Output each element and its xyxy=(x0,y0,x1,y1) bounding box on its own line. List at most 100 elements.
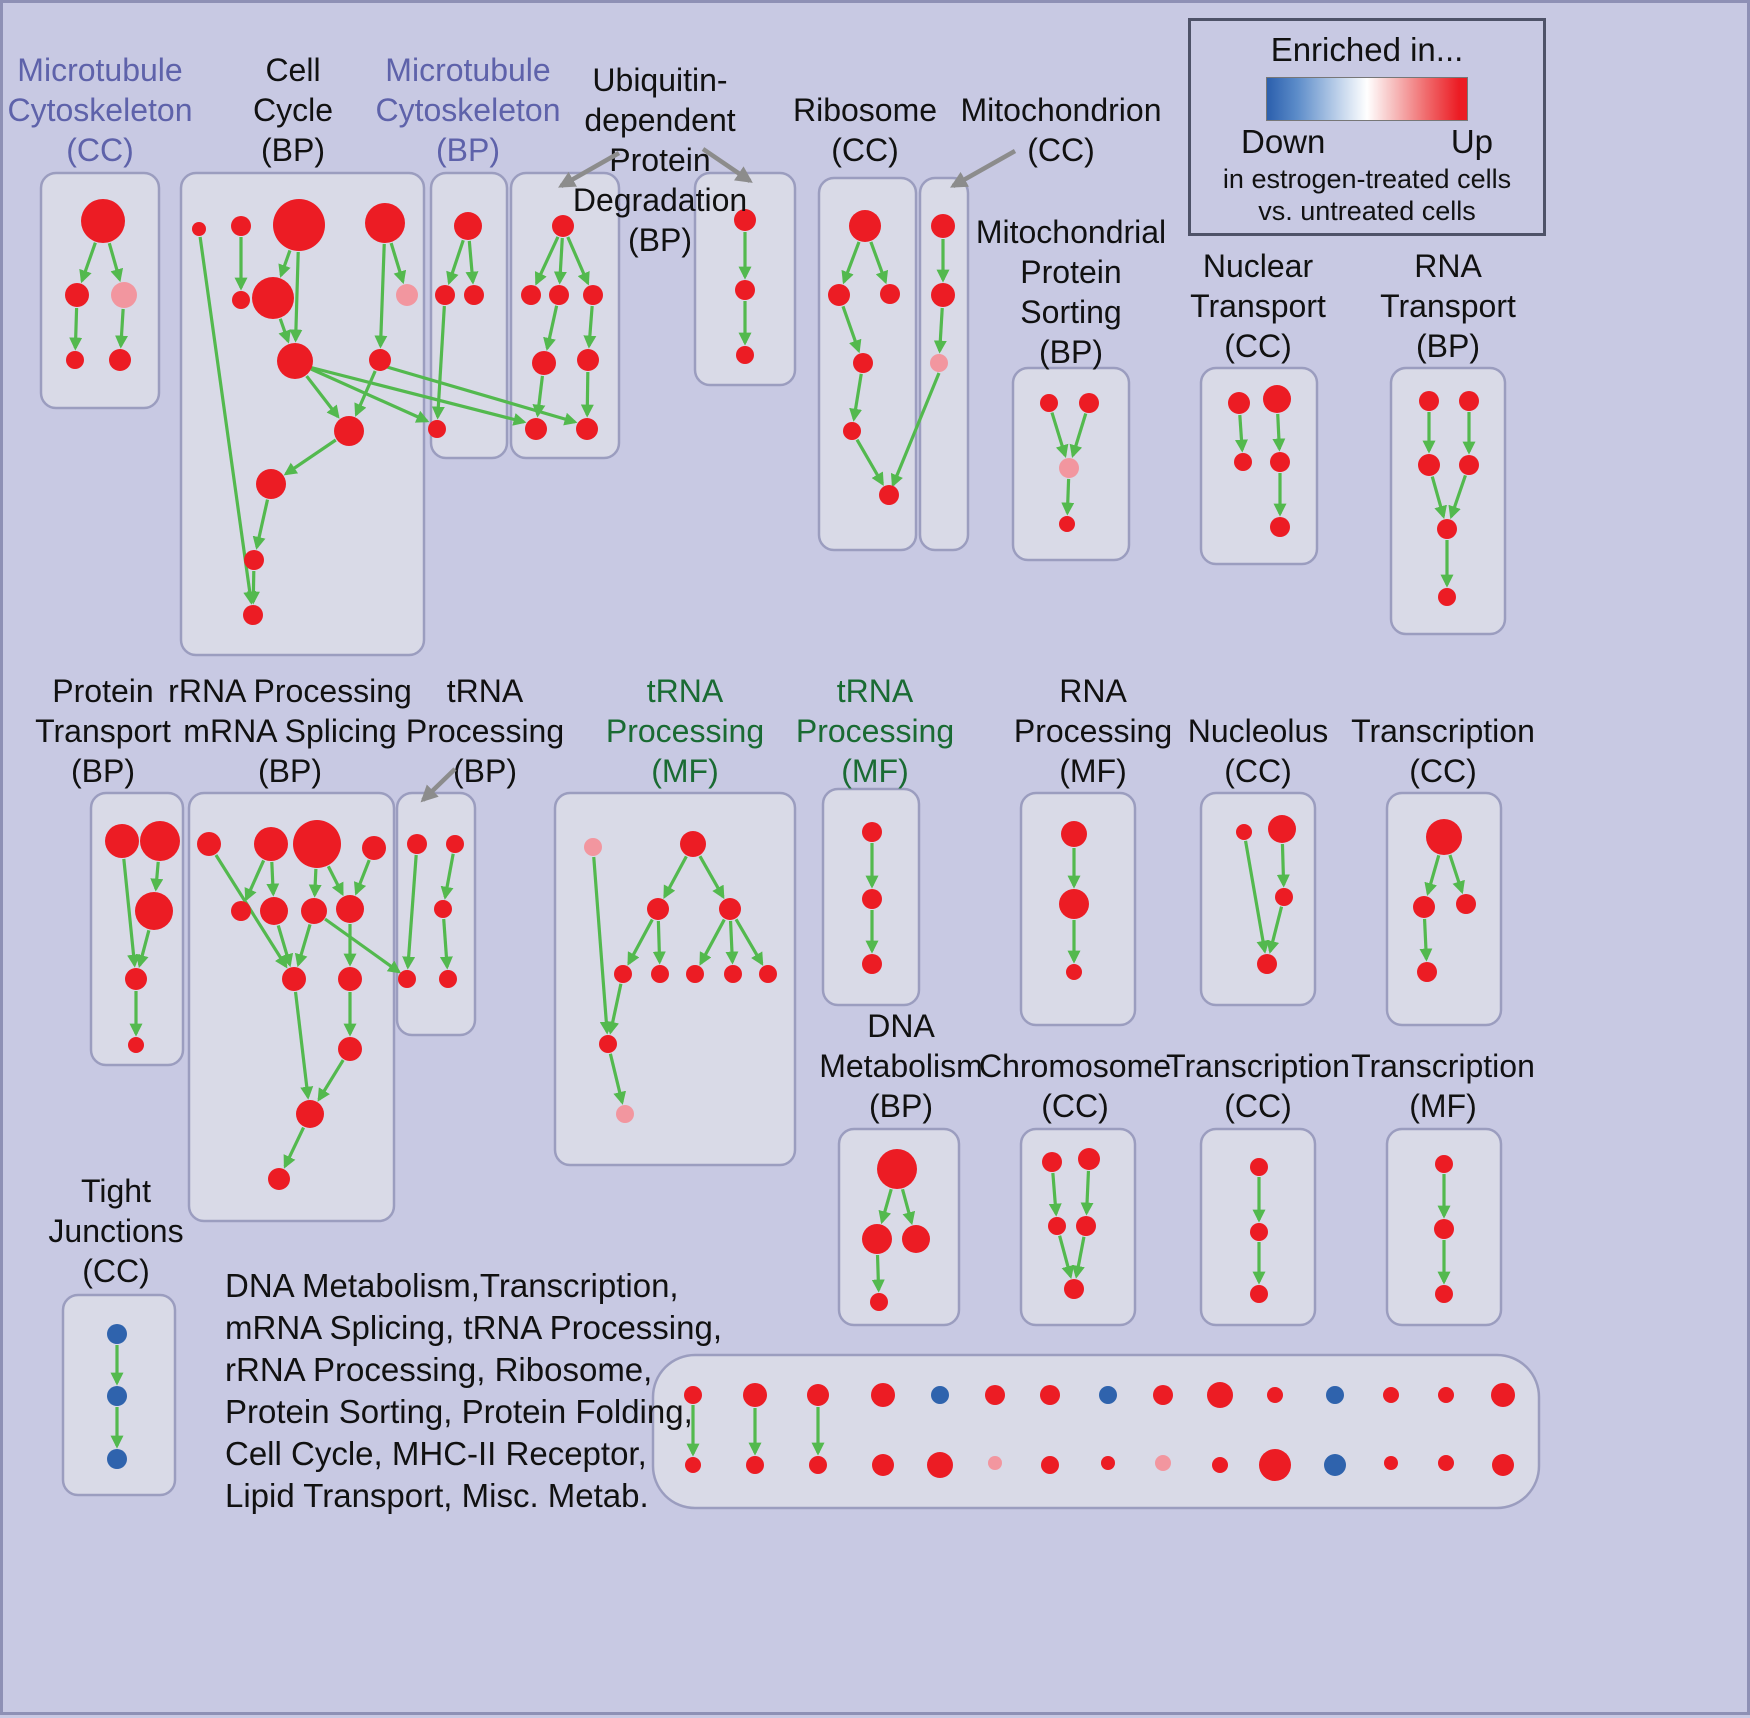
node-rna-processing-mf-0 xyxy=(1061,821,1087,847)
node-ribosome-cc-0 xyxy=(849,210,881,242)
edge-trna-bp xyxy=(440,853,455,900)
label-protein-transport-bp: Protein Transport (BP) xyxy=(35,673,171,789)
label-tight-junctions-cc: Tight Junctions (CC) xyxy=(48,1173,183,1289)
cluster-transcription-cc-mid xyxy=(1413,819,1476,982)
node-trna-mf-1-2 xyxy=(647,898,669,920)
node-misc-bottom-7 xyxy=(1099,1386,1117,1404)
node-ubiquitin-bp-2-1 xyxy=(735,280,755,300)
node-cell-cycle-bp-2 xyxy=(273,199,325,251)
cluster-box-transcription-cc-mid xyxy=(1385,791,1503,1027)
node-misc-bottom-27 xyxy=(1384,1456,1398,1470)
node-chromosome-cc-2 xyxy=(1048,1217,1066,1235)
node-transcription-cc-bot-2 xyxy=(1250,1285,1268,1303)
node-cell-cycle-bp-0 xyxy=(192,222,206,236)
node-trna-mf-1-8 xyxy=(759,965,777,983)
cluster-cell-cycle-bp xyxy=(192,199,418,625)
node-trna-bp-3 xyxy=(398,970,416,988)
node-mitochondrion-cc-2 xyxy=(930,354,948,372)
node-rna-transport-bp-2 xyxy=(1418,454,1440,476)
edge-ubiquitin-bp xyxy=(553,237,567,285)
edge-cell-cycle-bp xyxy=(246,570,260,605)
node-chromosome-cc-0 xyxy=(1042,1152,1062,1172)
node-nuclear-transport-cc-4 xyxy=(1270,517,1290,537)
cluster-ubiquitin-bp-2 xyxy=(734,209,756,364)
edge-microtubule-cc xyxy=(69,307,83,351)
cluster-mitochondrion-cc xyxy=(930,214,955,372)
node-misc-bottom-28 xyxy=(1438,1455,1454,1471)
node-cell-cycle-bp-10 xyxy=(256,469,286,499)
node-ubiquitin-bp-2-0 xyxy=(734,209,756,231)
node-ribosome-cc-1 xyxy=(828,284,850,306)
node-cell-cycle-bp-9 xyxy=(334,416,364,446)
node-rna-transport-bp-5 xyxy=(1438,588,1456,606)
edge-trna-mf-1 xyxy=(725,920,739,965)
node-trna-bp-0 xyxy=(407,834,427,854)
node-protein-transport-bp-1 xyxy=(140,821,180,861)
node-transcription-cc-mid-1 xyxy=(1413,896,1435,918)
edge-dna-metabolism-bp xyxy=(878,1188,893,1225)
edge-dna-metabolism-bp xyxy=(900,1188,916,1226)
node-misc-bottom-5 xyxy=(985,1385,1005,1405)
edge-ribosome-cc xyxy=(849,373,863,422)
cluster-tight-junctions-cc xyxy=(107,1324,127,1469)
edge-cell-cycle-bp xyxy=(354,370,377,417)
cross-edge-4 xyxy=(324,917,402,974)
node-dna-metabolism-bp-0 xyxy=(877,1149,917,1189)
node-rrna-mrna-bp-10 xyxy=(338,1037,362,1061)
node-ribosome-cc-3 xyxy=(853,353,873,373)
node-ubiquitin-bp-4 xyxy=(532,351,556,375)
label-microtubule-bp: Microtubule Cytoskeleton (BP) xyxy=(376,52,561,168)
label-trna-bp: tRNA Processing (BP) xyxy=(406,673,564,789)
edge-trna-mf-1 xyxy=(592,856,613,1035)
edge-nucleolus-cc xyxy=(1243,840,1270,954)
edge-rrna-mrna-bp xyxy=(308,868,322,898)
edge-rrna-mrna-bp xyxy=(283,1126,305,1169)
node-misc-bottom-8 xyxy=(1153,1385,1173,1405)
label-rna-processing-mf: RNA Processing (MF) xyxy=(1014,673,1172,789)
edge-cell-cycle-bp xyxy=(389,242,407,285)
node-protein-transport-bp-3 xyxy=(125,968,147,990)
node-microtubule-bp-3 xyxy=(428,420,446,438)
node-misc-bottom-11 xyxy=(1326,1386,1344,1404)
legend: Enriched in... Down Up in estrogen-treat… xyxy=(1188,18,1546,236)
node-ubiquitin-bp-7 xyxy=(576,418,598,440)
edge-cell-cycle-bp xyxy=(283,438,337,476)
label-rna-transport-bp: RNA Transport (BP) xyxy=(1380,248,1516,364)
edge-ubiquitin-bp xyxy=(583,305,597,349)
cluster-box-rna-transport-bp xyxy=(1389,366,1507,636)
node-microtubule-cc-0 xyxy=(81,199,125,243)
node-misc-bottom-4 xyxy=(931,1386,949,1404)
node-misc-bottom-17 xyxy=(809,1456,827,1474)
cluster-mito-sorting-bp xyxy=(1040,393,1099,532)
node-mito-sorting-bp-2 xyxy=(1059,458,1079,478)
node-rna-transport-bp-1 xyxy=(1459,391,1479,411)
node-cell-cycle-bp-5 xyxy=(252,277,294,319)
node-rrna-mrna-bp-12 xyxy=(268,1168,290,1190)
edge-cell-cycle-bp xyxy=(252,499,270,550)
edge-rrna-mrna-bp xyxy=(294,923,312,968)
node-protein-transport-bp-2 xyxy=(135,892,173,930)
node-mito-sorting-bp-0 xyxy=(1040,394,1058,412)
node-misc-bottom-14 xyxy=(1491,1383,1515,1407)
node-cell-cycle-bp-4 xyxy=(232,291,250,309)
legend-gradient-bar xyxy=(1266,77,1468,121)
edge-mitochondrion-cc xyxy=(933,307,947,354)
edge-protein-transport-bp xyxy=(122,858,141,968)
node-misc-bottom-2 xyxy=(807,1384,829,1406)
node-ubiquitin-bp-0 xyxy=(552,215,574,237)
cluster-trna-mf-1 xyxy=(584,831,777,1123)
edge-trna-mf-1 xyxy=(663,855,688,899)
node-misc-bottom-15 xyxy=(685,1457,701,1473)
node-rrna-mrna-bp-6 xyxy=(301,898,327,924)
node-mitochondrion-cc-1 xyxy=(931,283,955,307)
edge-rrna-mrna-bp xyxy=(244,859,266,902)
node-ubiquitin-bp-6 xyxy=(525,418,547,440)
edge-microtubule-bp xyxy=(465,240,479,285)
node-trna-mf-1-3 xyxy=(719,898,741,920)
label-cell-cycle-bp: Cell Cycle (BP) xyxy=(253,52,333,168)
node-cell-cycle-bp-1 xyxy=(231,216,251,236)
edge-rrna-mrna-bp xyxy=(276,924,294,968)
node-trna-bp-1 xyxy=(446,835,464,853)
node-trna-bp-2 xyxy=(434,900,452,918)
edge-trna-mf-1 xyxy=(698,855,725,900)
